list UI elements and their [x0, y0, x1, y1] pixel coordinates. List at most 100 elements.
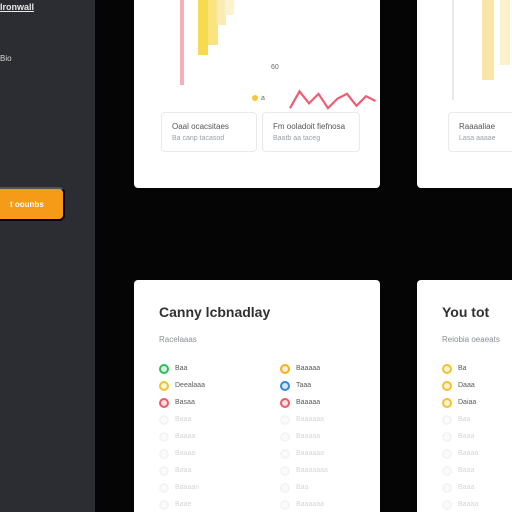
legend-label: Baaa	[458, 433, 475, 440]
legend-label: Baaaa	[175, 433, 196, 440]
you-tot-card: You tot Reiobia oeaeats Ba Daaa Daiaa Baa Ba…	[417, 280, 512, 512]
chart-bars	[180, 0, 234, 85]
sidebar-cta-label: t oounbs	[10, 199, 44, 209]
legend-label: Taaa	[296, 382, 312, 389]
legend-dot	[280, 465, 290, 476]
legend-item-muted: Baaaaa	[280, 428, 328, 445]
legend-list-3: BaDaaaDaiaaBaaBaaaBaaaaBaaaBaaaBaaaaBaa	[442, 360, 478, 512]
legend-dot	[442, 431, 452, 442]
legend-dot	[159, 465, 169, 476]
stat-sub: Lasa aaaae	[459, 135, 496, 142]
legend-label: Baa	[296, 484, 309, 491]
legend-item: Daiaa	[442, 394, 478, 411]
legend-dot	[159, 363, 169, 374]
legend-item-muted: Baaa	[442, 462, 478, 479]
legend-label: Daiaa	[458, 399, 477, 406]
legend-item-muted: Baaaa	[159, 428, 205, 445]
legend-dot	[442, 397, 452, 408]
canny-card: Canny lcbnadlay Racelaaas Baa Deealaaa Bas…	[134, 280, 380, 512]
stat-label: Oaal ocacsitaes	[172, 122, 229, 131]
chart-tag-dot	[252, 95, 258, 101]
stat-card: Fm ooladoit fiefnosa Baatb aa taceg	[262, 112, 360, 152]
legend-item: Deealaaa	[159, 377, 205, 394]
chart-tag-1: 60	[271, 64, 279, 71]
legend-dot	[442, 482, 452, 493]
chart-bar	[180, 0, 184, 85]
legend-item-muted: Baaaa	[159, 445, 205, 462]
legend-item: Baaaaa	[280, 360, 328, 377]
legend-item-muted: Baa	[280, 479, 328, 496]
chart-bar	[198, 0, 208, 55]
legend-label: Deealaaa	[175, 382, 205, 389]
legend-label: Daaa	[458, 382, 475, 389]
legend-label: Baaaaaaa	[296, 467, 328, 474]
legend-label: Baaaaaa	[296, 416, 325, 423]
legend-dot	[159, 380, 169, 391]
legend-item: Taaa	[280, 377, 328, 394]
legend-item: Daaa	[442, 377, 478, 394]
legend-item-muted: Baaaa	[442, 496, 478, 512]
legend-item-muted: Baaaaaa	[280, 496, 328, 512]
legend-label: Baaaan	[175, 484, 200, 491]
sidebar-cta-button[interactable]: t oounbs	[0, 187, 65, 221]
legend-dot	[159, 448, 169, 459]
legend-dot	[442, 499, 452, 510]
legend-dot	[280, 499, 290, 510]
chart-line	[289, 89, 376, 110]
top-right-card: Raaaaliae Lasa aaaae	[417, 0, 512, 188]
card-subtitle: Reiobia oeaeats	[442, 335, 500, 344]
legend-dot	[159, 414, 169, 425]
stat-card: Raaaaliae Lasa aaaae	[448, 112, 512, 152]
legend-dot	[442, 363, 452, 374]
stat-label: Raaaaliae	[459, 122, 496, 131]
legend-dot	[442, 465, 452, 476]
legend-list-1: Baa Deealaaa Basaa Baaa Baaaa Baaaa Baaa Baaaan…	[159, 360, 205, 512]
legend-label: Baa	[175, 365, 188, 372]
legend-item-muted: Baaa	[159, 462, 205, 479]
legend-label: Baaaaa	[296, 399, 321, 406]
legend-label: Baaaaa	[296, 433, 321, 440]
legend-dot	[280, 431, 290, 442]
legend-dot	[280, 380, 290, 391]
stat-sub: Baatb aa taceg	[273, 135, 321, 142]
chart-svg: 60 a	[180, 0, 376, 110]
legend-label: Baaaaa	[296, 365, 321, 372]
card-title: You tot	[442, 304, 490, 320]
legend-label: Baaaaaa	[296, 450, 325, 457]
stat-sub: Ba canp tacasod	[172, 135, 225, 142]
legend-item-muted: Baaa	[442, 479, 478, 496]
legend-dot	[280, 397, 290, 408]
card-subtitle: Racelaaas	[159, 335, 197, 344]
chart-bar	[224, 0, 234, 15]
legend-label: Baaa	[458, 484, 475, 491]
legend-item-muted: Baaaaaaa	[280, 462, 328, 479]
legend-label: Baa	[458, 416, 471, 423]
legend-dot	[442, 414, 452, 425]
legend-label: Baaaa	[175, 450, 196, 457]
legend-label: Baaaa	[458, 501, 479, 508]
legend-label: Baaa	[175, 467, 192, 474]
legend-dot	[280, 482, 290, 493]
chart-bar	[216, 0, 226, 25]
app-brand: Ironwall	[0, 2, 35, 12]
legend-dot	[442, 448, 452, 459]
legend-item-muted: Baaaaaa	[280, 411, 328, 428]
legend-item-muted: Baa	[442, 411, 478, 428]
stat-label: Fm ooladoit fiefnosa	[273, 122, 346, 131]
legend-dot	[159, 397, 169, 408]
legend-label: Basaa	[175, 399, 195, 406]
legend-label: Baae	[175, 501, 192, 508]
sidebar-nav-item[interactable]: Bio	[0, 54, 12, 63]
legend-item-muted: Baaaan	[159, 479, 205, 496]
top-chart-card: 60 a Oaal ocacsitaes Ba canp tacasod Fm …	[134, 0, 380, 188]
legend-item: Basaa	[159, 394, 205, 411]
legend-dot	[280, 448, 290, 459]
legend-item-muted: Baaa	[159, 411, 205, 428]
legend-item: Baaaaa	[280, 394, 328, 411]
legend-item: Ba	[442, 360, 478, 377]
legend-item-muted: Baaaaaa	[280, 445, 328, 462]
legend-dot	[159, 482, 169, 493]
chart-area: 60 a	[160, 0, 380, 115]
legend-dot	[442, 380, 452, 391]
